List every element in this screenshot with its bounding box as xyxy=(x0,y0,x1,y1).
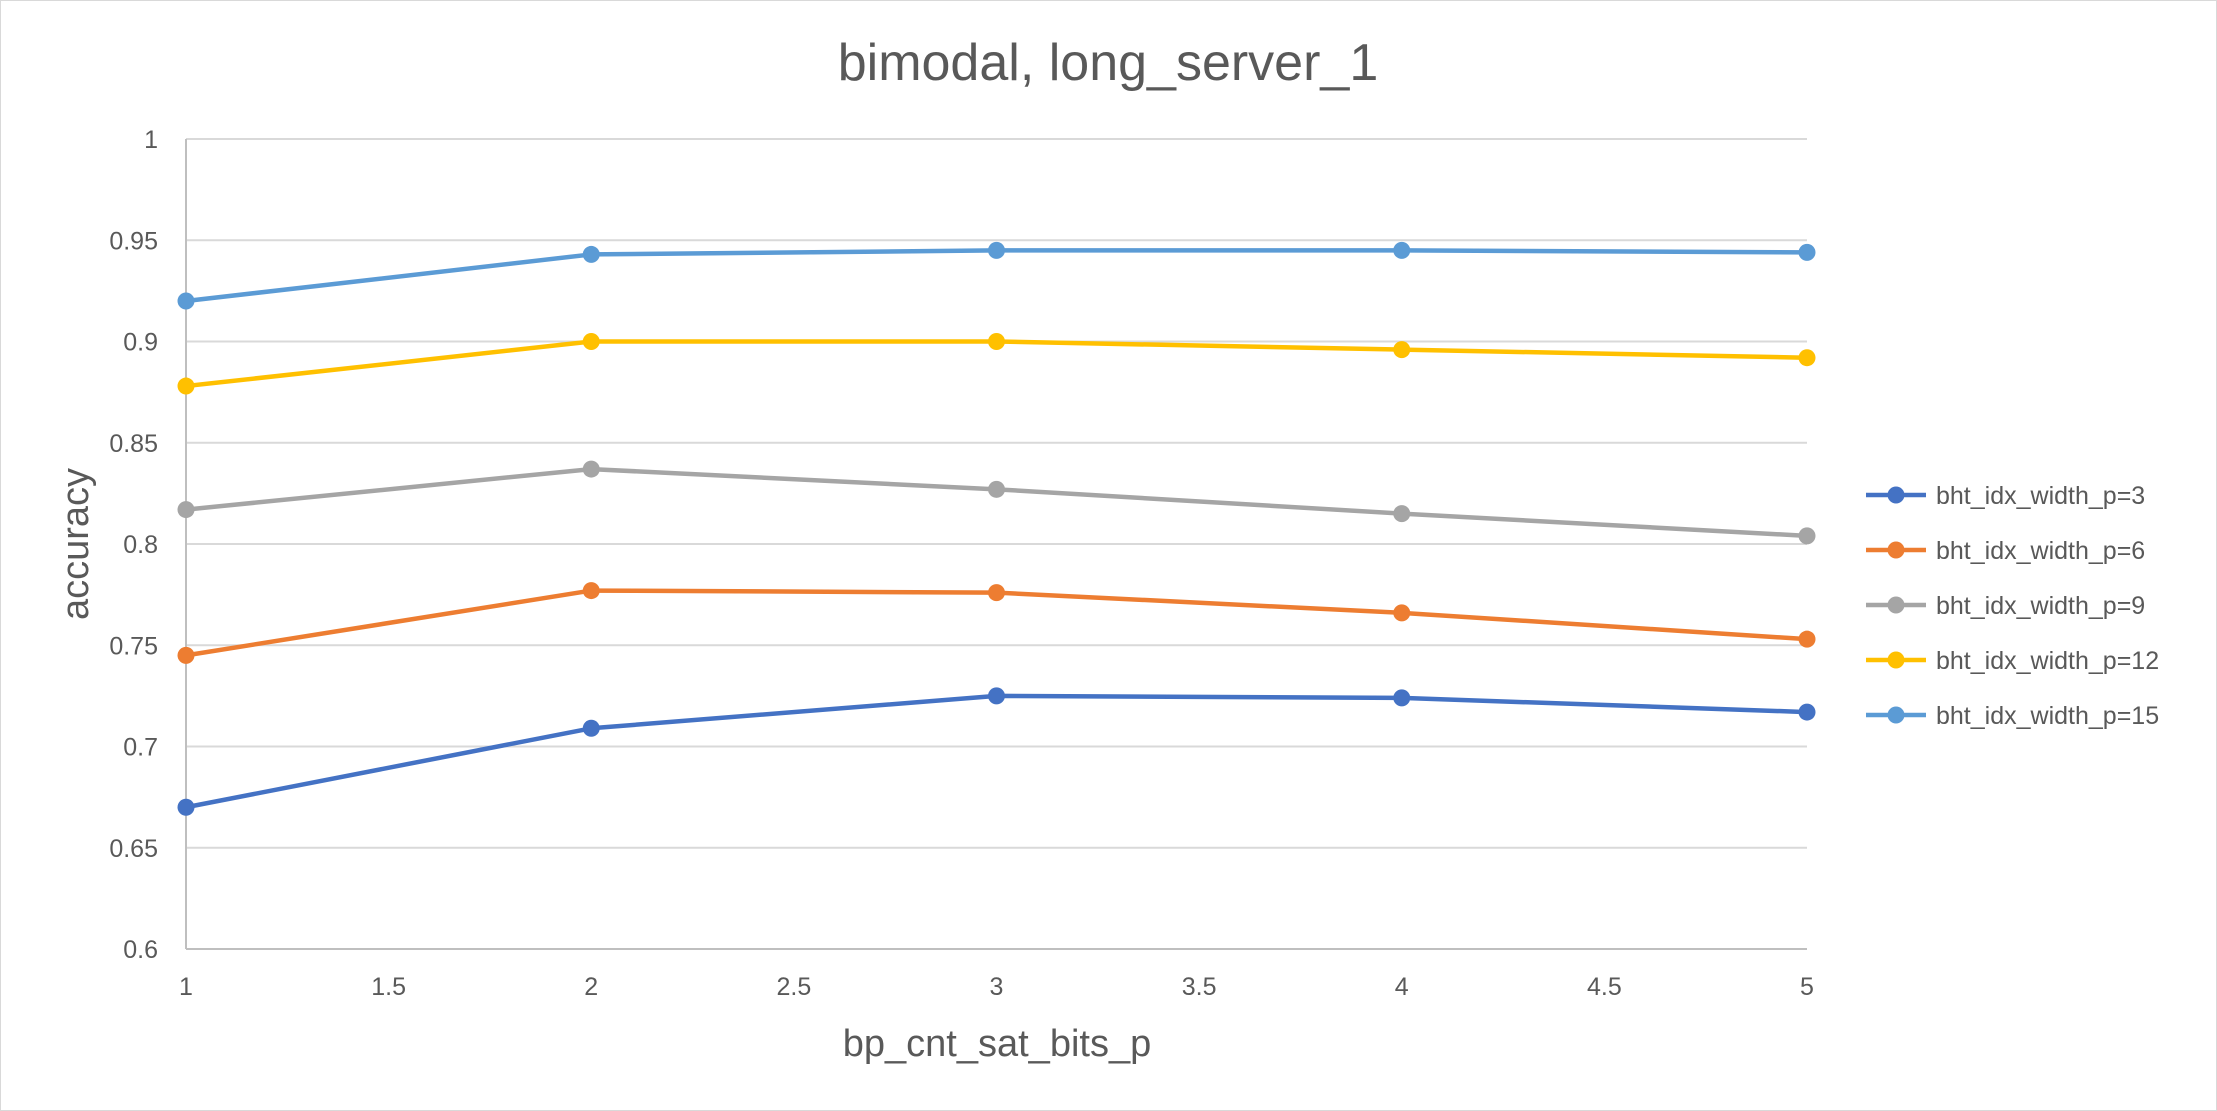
y-tick-label: 0.8 xyxy=(123,531,158,559)
data-point xyxy=(177,646,195,664)
data-point xyxy=(988,333,1005,350)
y-tick-label: 0.6 xyxy=(123,936,158,964)
series-line xyxy=(183,693,1810,810)
data-point xyxy=(1798,243,1816,261)
axes: 0.6 0.65 0.7 0.75 0.8 0.85 0.9 0.95 1 1 1.5 2 2.5 3 3.… xyxy=(109,126,1814,1001)
x-tick-label: 3 xyxy=(990,973,1004,1001)
data-point xyxy=(582,245,600,263)
series-2 xyxy=(177,582,1816,664)
y-tick-label: 1 xyxy=(144,126,158,154)
data-point xyxy=(177,501,195,519)
legend-marker xyxy=(1887,541,1905,559)
x-axis-title: bp_cnt_sat_bits_p xyxy=(843,1023,1151,1065)
legend-item: bht_idx_width_p=3 xyxy=(1866,482,2145,510)
x-tick-label: 2.5 xyxy=(776,973,811,1001)
legend-label: bht_idx_width_p=6 xyxy=(1936,537,2145,565)
data-point xyxy=(1798,630,1816,648)
x-tick-label: 4 xyxy=(1395,973,1409,1001)
legend-item: bht_idx_width_p=6 xyxy=(1866,537,2145,565)
y-tick-label: 0.7 xyxy=(123,734,158,762)
legend-item: bht_idx_width_p=12 xyxy=(1866,647,2159,675)
legend-label: bht_idx_width_p=12 xyxy=(1936,647,2159,675)
y-tick-label: 0.75 xyxy=(109,632,158,660)
x-tick-label: 1 xyxy=(179,973,193,1001)
x-tick-label: 5 xyxy=(1800,973,1814,1001)
y-tick-label: 0.95 xyxy=(109,227,158,255)
legend: bht_idx_width_p=3 bht_idx_width_p=6 bht_id… xyxy=(1866,482,2159,730)
data-point xyxy=(1393,341,1411,359)
data-point xyxy=(988,687,1005,705)
data-point xyxy=(177,292,195,310)
y-tick-label: 0.65 xyxy=(109,835,158,863)
data-point xyxy=(1393,505,1411,523)
data-point xyxy=(988,584,1005,602)
series-1 xyxy=(177,687,1816,816)
legend-label: bht_idx_width_p=9 xyxy=(1936,592,2145,620)
y-axis-title: accuracy xyxy=(55,468,97,620)
data-point xyxy=(1798,527,1816,545)
chart-title: bimodal, long_server_1 xyxy=(838,34,1379,92)
legend-marker xyxy=(1887,651,1905,669)
data-point xyxy=(1393,689,1411,707)
data-point xyxy=(582,582,600,600)
series-line xyxy=(183,466,1810,539)
series-4 xyxy=(177,333,1816,395)
data-point xyxy=(1798,703,1816,721)
legend-label: bht_idx_width_p=15 xyxy=(1936,702,2159,730)
legend-marker xyxy=(1887,596,1905,614)
data-point xyxy=(1393,241,1411,259)
series-layer xyxy=(177,241,1816,816)
x-tick-label: 1.5 xyxy=(371,973,406,1001)
y-tick-label: 0.85 xyxy=(109,430,158,458)
data-point xyxy=(988,480,1005,498)
data-point xyxy=(177,377,195,395)
legend-item: bht_idx_width_p=9 xyxy=(1866,592,2145,620)
series-3 xyxy=(177,460,1816,545)
data-point xyxy=(582,719,600,737)
x-tick-label: 2 xyxy=(584,973,598,1001)
data-point xyxy=(1798,349,1816,367)
legend-marker xyxy=(1887,706,1905,724)
data-point xyxy=(1393,604,1411,622)
y-tick-label: 0.9 xyxy=(123,329,158,357)
legend-item: bht_idx_width_p=15 xyxy=(1866,702,2159,730)
legend-marker xyxy=(1887,486,1905,504)
legend-label: bht_idx_width_p=3 xyxy=(1936,482,2145,510)
x-tick-label: 4.5 xyxy=(1587,973,1622,1001)
data-point xyxy=(582,460,600,478)
data-point xyxy=(177,798,195,816)
data-point xyxy=(582,333,600,350)
data-point xyxy=(988,241,1005,259)
series-5 xyxy=(177,241,1816,310)
x-tick-label: 3.5 xyxy=(1182,973,1217,1001)
